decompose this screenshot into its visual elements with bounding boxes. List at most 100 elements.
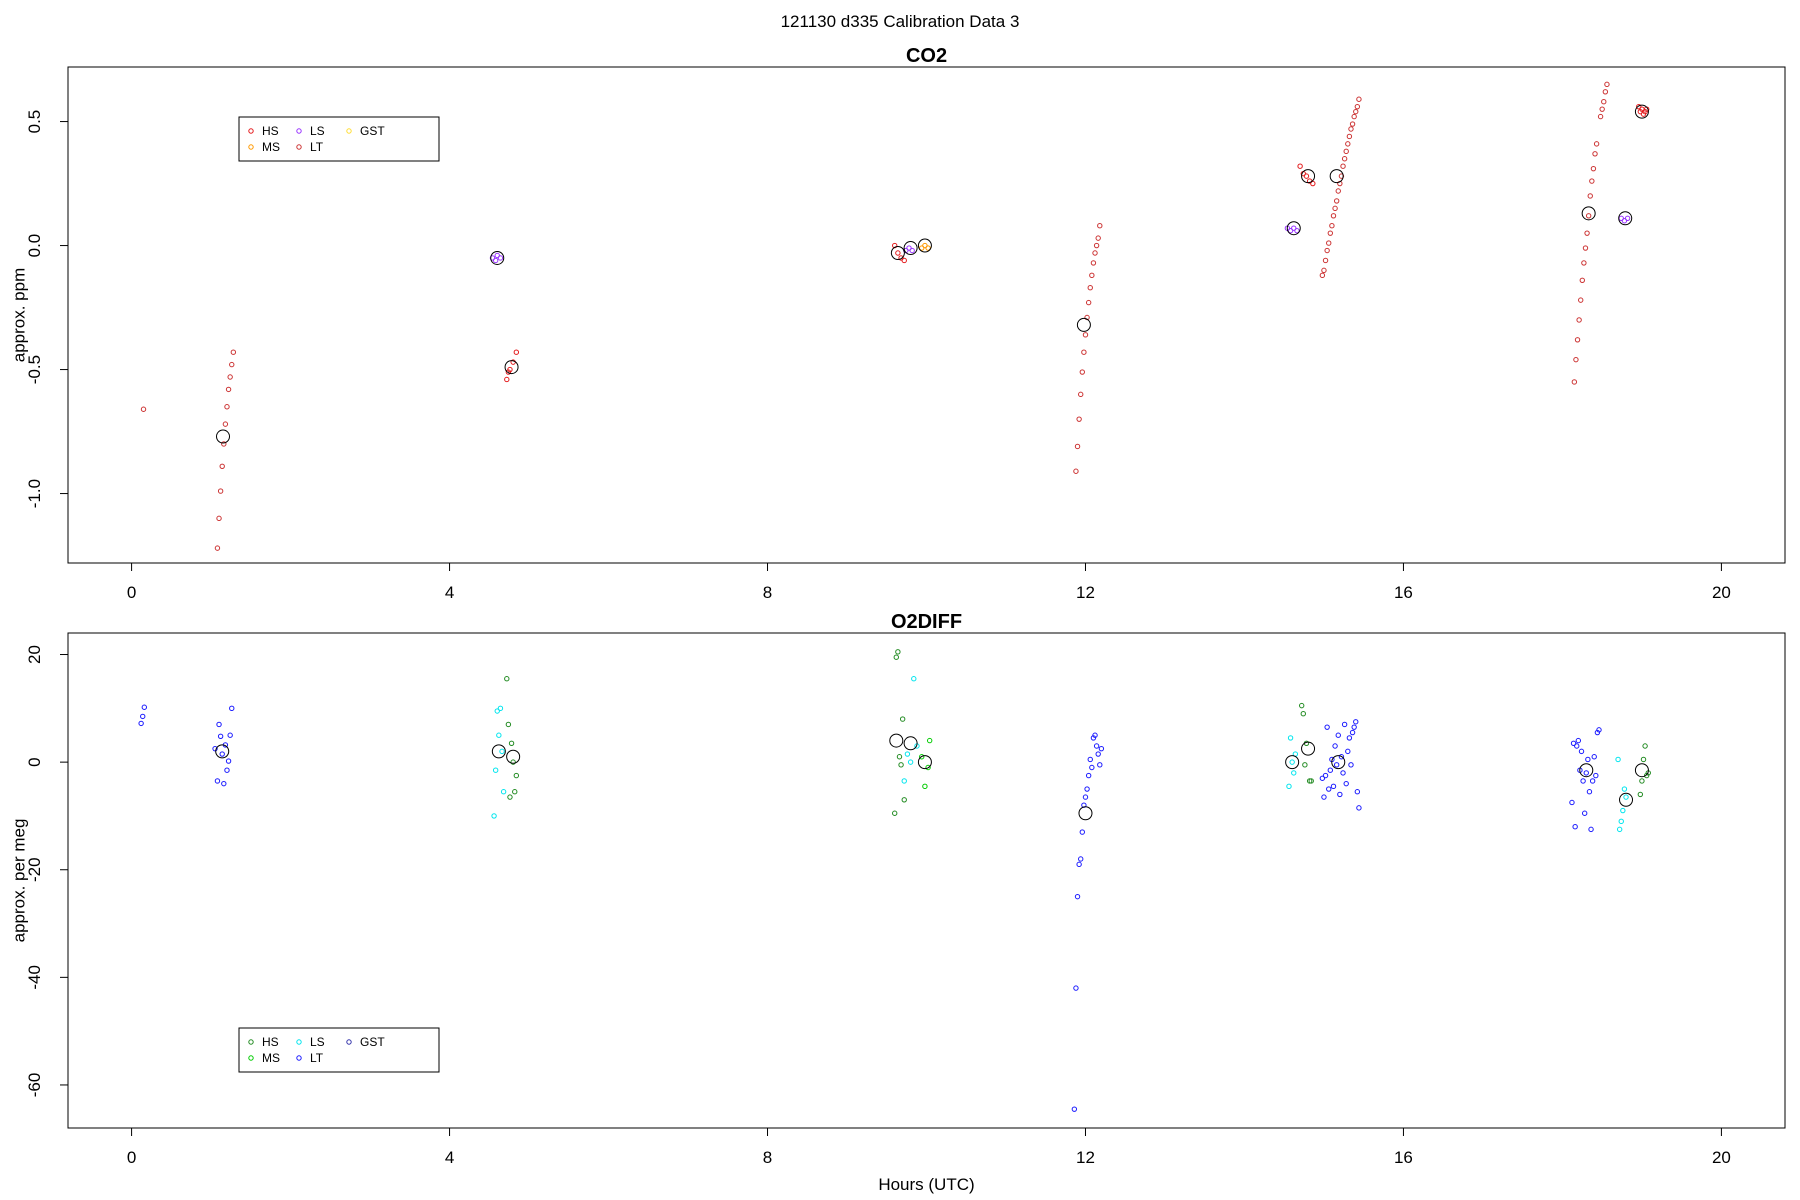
co2-panel: CO2 0 4 8 12 16 20 -1.0 -0.5 0.0 0.5 approx. ppm HS M…: [9, 45, 1786, 602]
co2-point-lt: [1093, 242, 1100, 249]
co2-point-lt: [1599, 106, 1605, 112]
co2-y-axis-label: approx. ppm: [9, 268, 28, 363]
co2-point-lt: [1090, 260, 1097, 266]
o2diff-point-lt: [1345, 748, 1351, 755]
o2diff-point-lt: [1585, 756, 1591, 763]
co2-point-hs: [513, 349, 520, 355]
co2-mean-marker: [917, 238, 932, 253]
co2-point-lt: [1356, 96, 1362, 102]
co2-point-ls: [492, 257, 499, 264]
o2diff-point-lt: [138, 720, 144, 727]
co2-point-lt: [1346, 133, 1353, 140]
o2diff-point-lt: [214, 778, 221, 784]
o2diff-point-hs: [1642, 743, 1648, 749]
o2diff-point-ms: [925, 764, 931, 771]
co2-point-lt: [1089, 272, 1095, 279]
co2-point-lt: [1593, 141, 1600, 147]
o2diff-x-tick-label: 8: [763, 1148, 772, 1167]
o2diff-point-lt: [1583, 770, 1589, 776]
o2diff-mean-marker: [1579, 763, 1594, 778]
co2-point-lt: [1078, 391, 1084, 398]
co2-point-lt: [1081, 349, 1087, 355]
o2diff-point-lt: [1319, 775, 1326, 781]
o2diff-legend-label-ms: MS: [262, 1051, 280, 1065]
o2diff-point-ls: [911, 676, 917, 682]
co2-legend-label-gst: GST: [360, 124, 385, 138]
co2-point-lt: [1095, 235, 1101, 241]
o2diff-point-hs: [1308, 778, 1314, 784]
o2diff-point-hs: [510, 759, 516, 765]
o2diff-point-lt: [1591, 754, 1597, 760]
co2-point-ls: [1294, 227, 1300, 234]
o2diff-point-hs: [508, 740, 515, 746]
o2diff-point-ls: [499, 748, 505, 755]
co2-point-lt: [1332, 205, 1338, 212]
co2-point-lt: [1345, 141, 1351, 147]
o2diff-point-hs: [899, 716, 906, 722]
co2-point-lt: [1348, 126, 1354, 132]
o2diff-point-ls: [1286, 783, 1292, 790]
o2diff-point-hs: [1637, 791, 1644, 798]
o2diff-mean-marker: [506, 749, 521, 764]
co2-mean-marker: [490, 250, 505, 265]
co2-point-lt: [221, 441, 227, 447]
o2diff-point-hs: [892, 810, 898, 816]
o2diff-point-lt: [1079, 829, 1086, 835]
o2diff-point-lt: [1333, 762, 1340, 768]
co2-point-lt: [140, 406, 147, 412]
o2diff-point-ls: [500, 789, 507, 795]
co2-point-lt: [1579, 277, 1585, 283]
co2-point-lt: [1321, 267, 1327, 274]
co2-mean-marker: [890, 246, 905, 260]
o2diff-point-lt: [1574, 743, 1580, 749]
o2diff-y-tick-label: -40: [25, 965, 44, 990]
co2-point-lt: [1578, 297, 1584, 303]
co2-point-lt: [1604, 81, 1610, 88]
co2-point-hs: [1310, 180, 1316, 187]
o2diff-point-lt: [1578, 748, 1585, 755]
co2-plot-frame: [67, 66, 1786, 564]
co2-point-lt: [1592, 151, 1598, 157]
co2-y-tick-label: 0.5: [25, 110, 44, 134]
co2-point-lt: [1092, 250, 1098, 256]
o2diff-panel: O2DIFF 0 4 8 12 16 20 -60 -40 -20 0 20 approx. per m…: [9, 611, 1786, 1194]
o2diff-legend-label-hs: HS: [262, 1035, 279, 1049]
o2diff-y-tick-label: -20: [25, 857, 44, 882]
co2-point-lt: [1589, 178, 1595, 184]
o2diff-point-hs: [1639, 778, 1645, 784]
co2-y-tick-label: -1.0: [25, 479, 44, 508]
o2diff-point-lt: [1353, 719, 1359, 725]
o2diff-point-lt: [1327, 767, 1334, 773]
co2-point-lt: [1082, 332, 1089, 338]
o2diff-mean-marker: [491, 744, 506, 759]
o2diff-point-ls: [1289, 759, 1295, 765]
o2diff-point-hs: [504, 676, 510, 682]
o2diff-point-lt: [229, 705, 235, 712]
co2-point-lt: [1341, 156, 1348, 162]
o2diff-point-lt: [1337, 791, 1343, 798]
o2diff-point-lt: [227, 732, 233, 738]
o2diff-point-lt: [225, 758, 232, 764]
co2-point-hs: [901, 257, 907, 264]
o2diff-point-ls: [1615, 756, 1621, 763]
o2diff-point-ls: [1287, 735, 1294, 741]
o2diff-point-lt: [1095, 751, 1101, 757]
co2-point-lt: [1601, 99, 1607, 105]
o2diff-point-lt: [1087, 756, 1093, 763]
co2-point-lt: [1073, 468, 1079, 474]
o2diff-legend-label-lt: LT: [310, 1051, 324, 1065]
o2diff-mean-marker: [903, 736, 918, 751]
o2diff-point-lt: [1356, 805, 1362, 811]
co2-point-lt: [1571, 379, 1578, 385]
co2-point-lt: [1097, 223, 1103, 229]
o2diff-point-hs: [1298, 702, 1305, 709]
o2diff-point-ls: [494, 708, 500, 714]
o2diff-legend: HS MS LS LT GST: [238, 1027, 440, 1073]
o2diff-point-lt: [1341, 721, 1348, 728]
o2diff-point-lt: [1586, 789, 1593, 795]
o2diff-point-lt: [1071, 1106, 1078, 1112]
o2diff-point-hs: [1302, 762, 1308, 768]
o2diff-y-axis-label: approx. per meg: [9, 819, 28, 943]
o2diff-point-hs: [1306, 778, 1313, 784]
co2-mean-marker: [1301, 169, 1316, 184]
